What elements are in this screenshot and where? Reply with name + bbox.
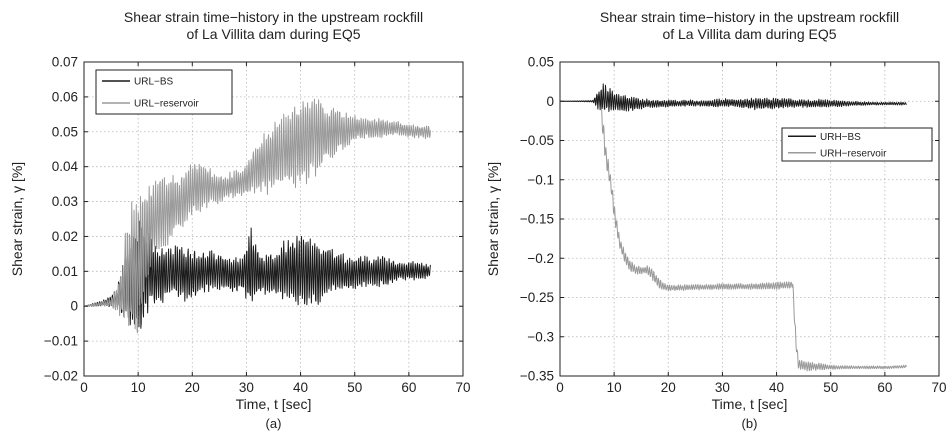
legend-entry: URH−reservoir xyxy=(820,148,887,159)
y-tick-label: −0.25 xyxy=(520,290,554,305)
y-tick-label: 0 xyxy=(546,94,554,109)
legend: URL−BS URL−reservoir xyxy=(95,69,233,115)
chart-title-line: of La Villita dam during EQ5 xyxy=(662,26,836,42)
x-tick-label: 40 xyxy=(293,380,308,395)
series-line-urh-bs xyxy=(560,83,907,112)
legend-entry: URL−reservoir xyxy=(134,99,199,110)
y-tick-label: 0.03 xyxy=(52,194,78,209)
y-tick-label: −0.3 xyxy=(527,329,554,344)
x-tick-label: 50 xyxy=(823,380,838,395)
y-tick-label: 0.01 xyxy=(52,264,78,279)
legend: URH−BS URH−reservoir xyxy=(781,127,933,162)
x-tick-label: 30 xyxy=(239,380,254,395)
y-tick-label: 0.05 xyxy=(528,55,554,70)
x-tick-label: 40 xyxy=(769,380,784,395)
x-tick-label: 30 xyxy=(715,380,730,395)
axes-frame xyxy=(83,61,464,377)
x-axis-label: Time, t [sec] xyxy=(712,396,788,412)
x-tick-label: 10 xyxy=(607,380,622,395)
chart-title-line: Shear strain time−history in the upstrea… xyxy=(600,9,899,25)
legend-entry: URL−BS xyxy=(134,77,174,88)
y-tick-label: 0.04 xyxy=(52,159,79,174)
y-tick-label: 0.05 xyxy=(52,124,78,139)
y-tick-label: 0.06 xyxy=(52,89,78,104)
x-tick-label: 10 xyxy=(131,380,146,395)
y-tick-label: 0 xyxy=(70,299,78,314)
y-tick-label: −0.2 xyxy=(527,251,554,266)
legend-box xyxy=(781,127,933,162)
legend-entry: URH−BS xyxy=(820,132,861,143)
x-tick-label: 50 xyxy=(347,380,362,395)
y-tick-label: −0.35 xyxy=(520,369,554,384)
y-axis-label: Shear strain, γ [%] xyxy=(9,162,25,276)
y-tick-label: −0.02 xyxy=(44,369,78,384)
x-axis-label: Time, t [sec] xyxy=(236,396,312,412)
legend-box xyxy=(95,69,233,115)
chart-panel-b: Shear strain time−history in the upstrea… xyxy=(485,9,947,431)
x-tick-label: 60 xyxy=(401,380,416,395)
x-tick-label: 0 xyxy=(80,380,88,395)
x-tick-label: 70 xyxy=(455,380,470,395)
y-tick-label: −0.05 xyxy=(520,133,554,148)
y-axis-label: Shear strain, γ [%] xyxy=(485,162,501,276)
x-tick-label: 20 xyxy=(661,380,676,395)
series-line-url-reservoir xyxy=(84,98,431,334)
x-tick-label: 70 xyxy=(931,380,946,395)
y-tick-label: 0.02 xyxy=(52,229,78,244)
chart-title-line: of La Villita dam during EQ5 xyxy=(186,26,360,42)
chart-panel-a: Shear strain time−history in the upstrea… xyxy=(9,9,471,431)
y-tick-label: 0.07 xyxy=(52,55,78,70)
x-tick-label: 60 xyxy=(877,380,892,395)
series-line-urh-reservoir xyxy=(560,93,907,372)
y-tick-label: −0.15 xyxy=(520,212,554,227)
panel-label: (a) xyxy=(266,416,282,431)
y-tick-label: −0.1 xyxy=(527,172,554,187)
y-tick-label: −0.01 xyxy=(44,334,78,349)
x-tick-label: 0 xyxy=(556,380,564,395)
panel-label: (b) xyxy=(742,416,758,431)
chart-title-line: Shear strain time−history in the upstrea… xyxy=(124,9,423,25)
x-tick-label: 20 xyxy=(185,380,200,395)
